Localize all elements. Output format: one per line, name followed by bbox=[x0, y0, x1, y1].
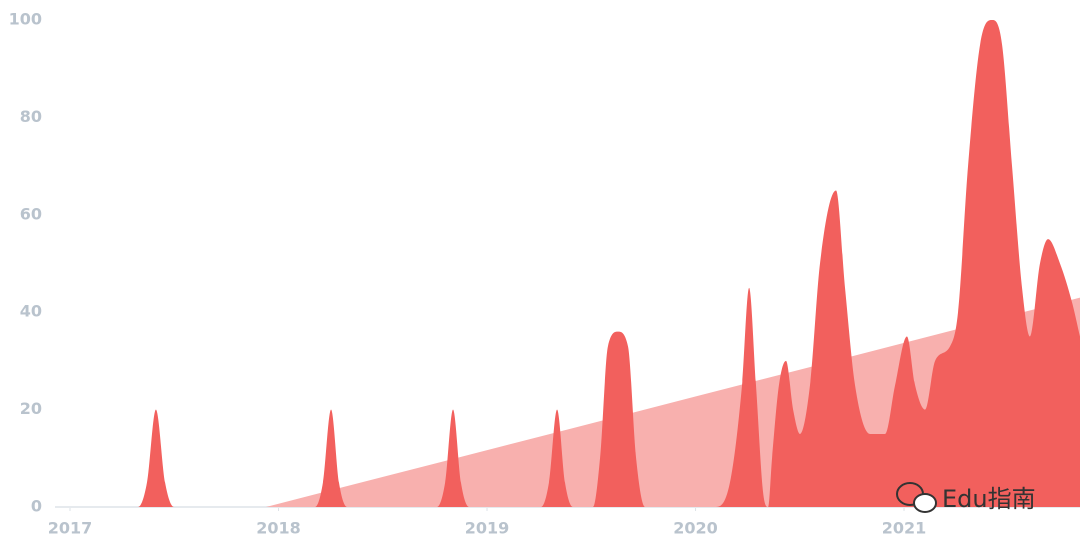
y-tick-label: 20 bbox=[20, 399, 42, 418]
y-tick-label: 100 bbox=[9, 10, 42, 29]
watermark: Edu指南 bbox=[896, 482, 1036, 513]
watermark-text: Edu指南 bbox=[942, 485, 1036, 513]
y-tick-label: 0 bbox=[31, 497, 42, 516]
y-tick-label: 40 bbox=[20, 302, 42, 321]
x-tick-label: 2021 bbox=[882, 519, 927, 538]
x-tick-label: 2019 bbox=[465, 519, 510, 538]
x-tick-label: 2017 bbox=[48, 519, 93, 538]
x-tick-label: 2020 bbox=[673, 519, 718, 538]
y-tick-label: 60 bbox=[20, 204, 42, 223]
area bbox=[55, 20, 1080, 507]
x-tick-label: 2018 bbox=[256, 519, 301, 538]
y-tick-label: 80 bbox=[20, 107, 42, 126]
